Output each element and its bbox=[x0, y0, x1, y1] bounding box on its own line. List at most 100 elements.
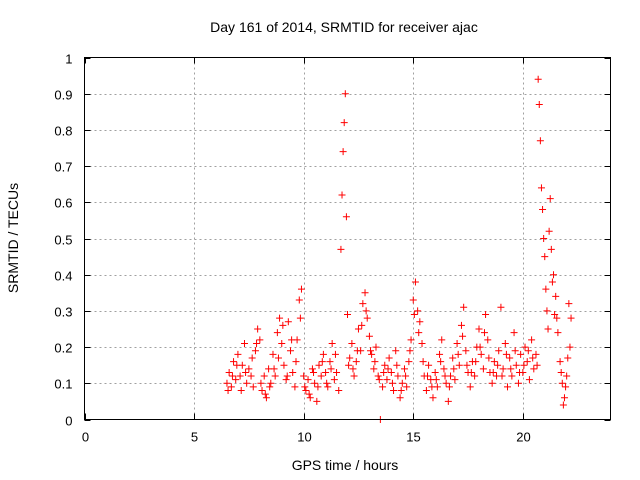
data-point bbox=[425, 361, 433, 369]
data-point bbox=[528, 336, 536, 344]
data-point bbox=[362, 307, 370, 315]
data-point bbox=[450, 365, 458, 373]
data-point bbox=[503, 383, 511, 391]
data-point bbox=[365, 332, 373, 340]
data-point bbox=[236, 372, 244, 380]
data-point bbox=[267, 379, 275, 387]
data-point bbox=[324, 383, 332, 391]
data-point bbox=[282, 376, 290, 384]
data-point bbox=[520, 361, 528, 369]
data-point bbox=[547, 245, 555, 253]
data-point bbox=[534, 75, 542, 83]
data-point bbox=[501, 339, 509, 347]
data-point bbox=[479, 365, 487, 373]
data-point bbox=[243, 379, 251, 387]
data-point bbox=[542, 285, 550, 293]
x-axis-label: GPS time / hours bbox=[292, 457, 399, 473]
data-point bbox=[311, 379, 319, 387]
data-point bbox=[507, 365, 515, 373]
data-point bbox=[489, 368, 497, 376]
y-tick-label: 0.8 bbox=[54, 124, 72, 139]
data-point bbox=[553, 314, 561, 322]
data-point bbox=[300, 372, 308, 380]
data-point bbox=[436, 350, 444, 358]
data-point bbox=[305, 390, 313, 398]
data-point bbox=[460, 303, 468, 311]
data-point bbox=[437, 358, 445, 366]
data-point bbox=[398, 379, 406, 387]
data-point bbox=[410, 311, 418, 319]
data-point bbox=[558, 379, 566, 387]
data-point bbox=[384, 365, 392, 373]
data-points bbox=[223, 75, 575, 423]
data-point bbox=[490, 358, 498, 366]
data-point bbox=[251, 347, 259, 355]
data-point bbox=[308, 365, 316, 373]
data-point bbox=[517, 350, 525, 358]
data-point bbox=[283, 372, 291, 380]
data-point bbox=[273, 329, 281, 337]
y-tick-label: 0.7 bbox=[54, 160, 72, 175]
data-point bbox=[266, 383, 274, 391]
data-point bbox=[511, 347, 519, 355]
data-point bbox=[297, 285, 305, 293]
data-point bbox=[254, 325, 262, 333]
data-point bbox=[372, 343, 380, 351]
data-point bbox=[429, 394, 437, 402]
data-point bbox=[330, 376, 338, 384]
data-point bbox=[323, 379, 331, 387]
data-point bbox=[537, 184, 545, 192]
data-point bbox=[567, 314, 575, 322]
data-point bbox=[326, 358, 334, 366]
data-point bbox=[331, 350, 339, 358]
data-point bbox=[224, 387, 232, 395]
data-point bbox=[287, 347, 295, 355]
data-point bbox=[314, 383, 322, 391]
data-point bbox=[466, 383, 474, 391]
data-point bbox=[554, 329, 562, 337]
data-point bbox=[313, 397, 321, 405]
data-point bbox=[499, 365, 507, 373]
data-point bbox=[348, 339, 356, 347]
data-point bbox=[279, 321, 287, 329]
data-point bbox=[467, 368, 475, 376]
data-point bbox=[233, 361, 241, 369]
data-point bbox=[516, 368, 524, 376]
data-point bbox=[423, 372, 431, 380]
data-point bbox=[566, 343, 574, 351]
data-point bbox=[508, 372, 516, 380]
data-point bbox=[485, 354, 493, 362]
data-point bbox=[533, 361, 541, 369]
data-point bbox=[541, 253, 549, 261]
data-point bbox=[562, 383, 570, 391]
data-point bbox=[396, 394, 404, 402]
data-point bbox=[397, 387, 405, 395]
data-point bbox=[371, 358, 379, 366]
data-point bbox=[280, 361, 288, 369]
data-point bbox=[524, 347, 532, 355]
data-point bbox=[296, 314, 304, 322]
data-point bbox=[512, 361, 520, 369]
data-point bbox=[431, 368, 439, 376]
data-point bbox=[260, 372, 268, 380]
axis-ticks bbox=[84, 57, 611, 421]
data-point bbox=[407, 336, 415, 344]
data-point bbox=[358, 321, 366, 329]
data-point bbox=[315, 361, 323, 369]
data-point bbox=[242, 368, 250, 376]
y-tick-label: 0.3 bbox=[54, 305, 72, 320]
data-point bbox=[388, 379, 396, 387]
data-point bbox=[368, 350, 376, 358]
data-point bbox=[510, 329, 518, 337]
data-point bbox=[346, 354, 354, 362]
data-point bbox=[249, 383, 257, 391]
data-point bbox=[540, 235, 548, 242]
data-point bbox=[349, 365, 357, 373]
data-point bbox=[262, 394, 270, 402]
data-point bbox=[409, 296, 417, 304]
data-point bbox=[480, 329, 488, 337]
data-point bbox=[552, 292, 560, 300]
data-point bbox=[338, 191, 346, 199]
y-tick-label: 0.9 bbox=[54, 88, 72, 103]
data-point bbox=[370, 365, 378, 373]
